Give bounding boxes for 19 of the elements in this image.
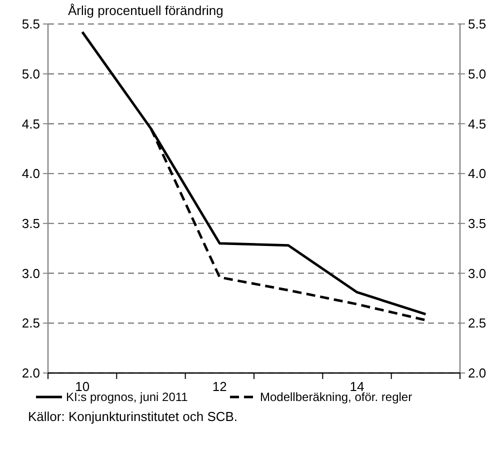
y-tick-label: 3.0 (22, 266, 40, 281)
chart-title: Årlig procentuell förändring (68, 3, 224, 18)
y-tick-label: 5.5 (22, 16, 40, 32)
y2-tick-label: 5.0 (468, 66, 486, 82)
y-tick-label: 3.5 (22, 216, 40, 231)
y-tick-label: 4.0 (22, 166, 40, 182)
y-tick-label: 5.0 (22, 66, 40, 82)
x-tick-label: 12 (212, 379, 227, 394)
text: Källor: Konjunkturinstitutet och SCB. (28, 409, 238, 424)
y-tick-label: 2.5 (22, 316, 40, 331)
y2-tick-label: 2.0 (468, 366, 486, 381)
y2-tick-label: 3.5 (468, 216, 486, 231)
y2-tick-label: 4.5 (468, 116, 486, 132)
y2-tick-label: 5.5 (468, 16, 486, 32)
y2-tick-label: 4.0 (468, 166, 486, 182)
y-tick-label: 4.5 (22, 116, 40, 132)
y-tick-label: 2.0 (22, 366, 40, 381)
y2-tick-label: 2.5 (468, 316, 486, 331)
y2-tick-label: 3.0 (468, 266, 486, 281)
